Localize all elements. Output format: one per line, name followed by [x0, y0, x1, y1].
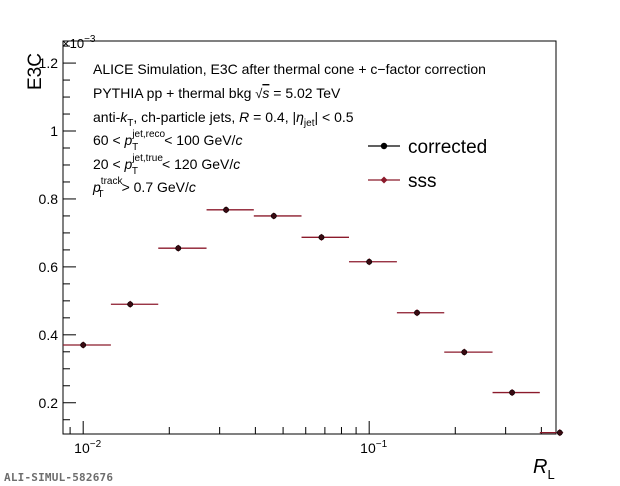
y-tick-label: 0.4 — [39, 327, 59, 343]
data-point-corrected — [175, 245, 182, 252]
annotation-line-5: 20 < pjet,true T < 120 GeV/c — [93, 153, 240, 177]
y-multiplier: ×10−3 — [62, 34, 96, 51]
legend-sss-marker — [380, 176, 388, 184]
y-tick-label: 0.2 — [39, 395, 59, 411]
y-tick-label: 1 — [50, 123, 58, 139]
y-tick-label: 1.2 — [39, 55, 59, 71]
data-point-corrected — [461, 349, 468, 356]
series-corrected — [80, 206, 563, 436]
y-tick-label: 0.6 — [39, 259, 59, 275]
legend-corrected-marker — [380, 142, 388, 150]
x-axis-label-sub: L — [547, 467, 554, 482]
data-point-corrected — [223, 206, 229, 213]
plot-frame — [62, 40, 557, 435]
y-tick-label: 0.8 — [39, 191, 59, 207]
y-multiplier-base: ×10 — [62, 36, 84, 51]
watermark: ALI-SIMUL-582676 — [4, 471, 114, 484]
data-point-corrected — [80, 342, 87, 348]
data-point-corrected — [318, 234, 325, 241]
annotation-line-1: ALICE Simulation, E3C after thermal cone… — [93, 61, 486, 77]
legend: corrected sss — [368, 137, 487, 192]
series-sss — [63, 206, 564, 437]
legend-corrected-label: corrected — [408, 137, 487, 158]
annotation-line-3: anti-kT, ch-particle jets, R = 0.4, |ηje… — [93, 109, 354, 129]
annotation-line-4: 60 < pjet,reco T < 100 GeV/c — [93, 129, 242, 153]
data-point-corrected — [556, 429, 563, 436]
x-axis-ticks: 10−2 10−1 — [69, 421, 542, 456]
x-axis-label: RL — [533, 456, 555, 482]
y-axis-ticks: 0.2 0.4 0.6 0.8 1 1.2 — [39, 45, 76, 421]
data-point-corrected — [270, 213, 277, 219]
data-point-corrected — [366, 258, 373, 265]
annotation-line-2: PYTHIA pp + thermal bkg √s = 5.02 TeV — [93, 85, 341, 101]
x-tick-label: 10−1 — [360, 439, 387, 456]
x-tick-label: 10−2 — [74, 439, 101, 456]
data-point-corrected — [127, 301, 134, 308]
y-axis-label: E3C — [25, 53, 46, 90]
legend-sss-label: sss — [408, 171, 437, 192]
annotation-line-6: ptrack T > 0.7 GeV/c — [92, 176, 196, 200]
data-point-corrected — [414, 309, 420, 316]
data-point-corrected — [509, 389, 515, 396]
annotation-block: ALICE Simulation, E3C after thermal cone… — [92, 61, 486, 200]
y-multiplier-exp: −3 — [84, 34, 96, 45]
